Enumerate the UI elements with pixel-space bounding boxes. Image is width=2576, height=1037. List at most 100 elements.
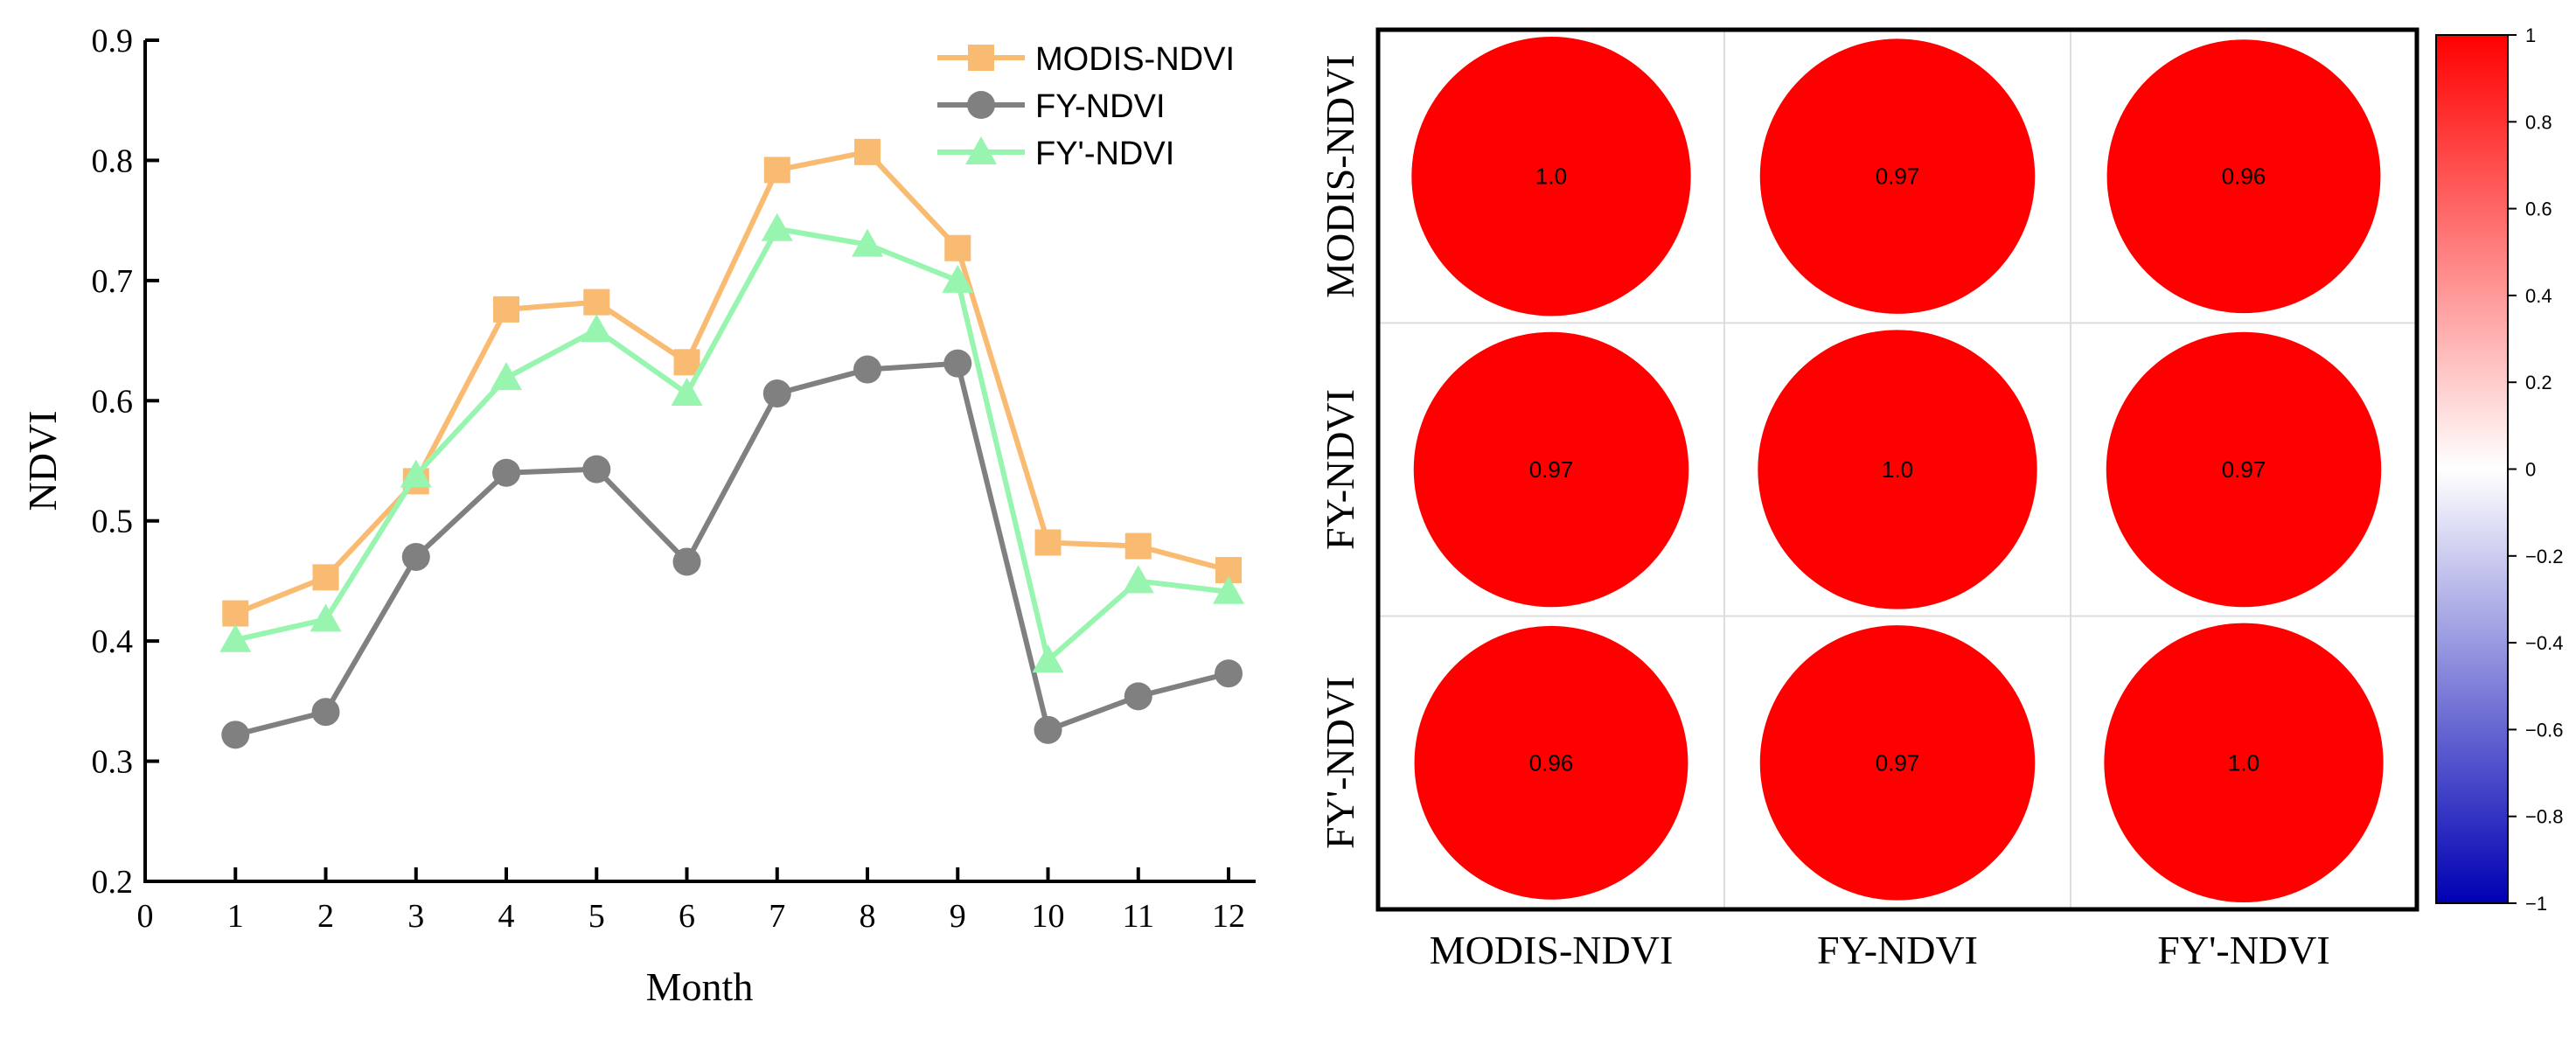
x-axis-label: Month <box>646 964 754 1009</box>
colorbar-ticks: 1 0.8 0.6 0.4 0.2 0 −0.2 −0.4 −0.6 −0.8 −1 <box>2508 24 2563 915</box>
correlation-value: 1.0 <box>1882 456 1913 483</box>
data-point-circle <box>1124 682 1152 711</box>
colorbar-tick-label: 0.6 <box>2525 198 2552 220</box>
legend-label-fy: FY-NDVI <box>1035 88 1166 125</box>
y-axis-label: NDVI <box>20 411 65 512</box>
x-tick-label: 5 <box>588 898 605 935</box>
correlation-circle <box>1758 330 2037 609</box>
data-point-triangle <box>1122 565 1154 594</box>
data-point-square <box>1124 532 1152 560</box>
y-tick-label: 0.5 <box>92 504 134 540</box>
colorbar-tick-label: −0.2 <box>2525 546 2563 567</box>
data-point-triangle <box>581 314 613 343</box>
data-point-triangle <box>310 603 342 632</box>
data-point-square <box>763 157 790 184</box>
correlation-circle <box>1411 37 1691 317</box>
y-ticks: 0.2 0.3 0.4 0.5 0.6 0.7 0.8 0.9 <box>92 23 159 901</box>
correlation-value: 1.0 <box>1535 164 1567 190</box>
data-point-circle <box>1034 715 1062 744</box>
data-point-circle <box>762 379 791 408</box>
data-point-square <box>854 138 881 165</box>
data-point-triangle <box>1213 575 1245 604</box>
data-point-circle <box>853 355 882 384</box>
line-chart: 0 1 2 3 4 5 6 7 8 9 10 11 12 0.20.30.40.50.60.70.80.… <box>20 23 1256 1009</box>
y-tick-label: 0.2 <box>92 864 134 901</box>
row-label: MODIS-NDVI <box>1318 54 1362 298</box>
data-point-circle <box>401 542 430 571</box>
correlation-circle <box>2106 39 2381 314</box>
correlation-value: 0.96 <box>2222 164 2266 190</box>
y-tick-label: 0.3 <box>92 744 134 781</box>
data-point-triangle <box>852 228 884 257</box>
correlation-circle <box>2104 623 2384 902</box>
correlation-value: 0.97 <box>1876 164 1920 190</box>
data-point-square <box>1034 529 1062 556</box>
correlation-circle <box>1759 38 2036 314</box>
colorbar-tick-label: −0.6 <box>2525 719 2563 741</box>
correlation-circle <box>1759 625 2036 901</box>
row-label: FY-NDVI <box>1318 389 1362 550</box>
y-tick-label: 0.8 <box>92 143 134 179</box>
correlation-value: 1.0 <box>2228 749 2259 776</box>
correlation-value: 0.96 <box>1529 749 1574 776</box>
data-point-square <box>222 600 249 627</box>
legend-marker-circle <box>967 91 995 119</box>
series-line <box>234 149 1229 616</box>
x-tick-label: 12 <box>1212 898 1245 935</box>
legend-item-modis: MODIS-NDVI <box>937 41 1235 78</box>
data-point-square <box>312 564 339 591</box>
data-point-circle <box>582 455 611 484</box>
y-tick-label: 0.6 <box>92 383 134 420</box>
data-point-circle <box>492 458 521 487</box>
data-point-triangle <box>400 459 432 488</box>
x-tick-label: 10 <box>1032 898 1065 935</box>
y-tick-label: 0.9 <box>92 23 134 59</box>
colorbar-tick-label: 0.8 <box>2525 111 2552 133</box>
x-tick-label: 4 <box>498 898 515 935</box>
data-point-square <box>583 289 610 316</box>
column-labels: MODIS-NDVI FY-NDVI FY'-NDVI <box>1430 928 2330 972</box>
data-point-circle <box>1215 659 1243 688</box>
series-layer <box>219 138 1245 749</box>
data-point-circle <box>672 547 701 576</box>
correlation-value: 0.97 <box>2222 456 2266 483</box>
column-label: MODIS-NDVI <box>1430 928 1674 972</box>
data-point-circle <box>311 698 340 727</box>
column-label: FY'-NDVI <box>2157 928 2329 972</box>
correlation-value: 0.97 <box>1876 749 1920 776</box>
x-tick-label: 2 <box>317 898 334 935</box>
series-line <box>234 360 1229 738</box>
colorbar-tick-label: −1 <box>2525 893 2547 915</box>
colorbar <box>2435 34 2509 904</box>
column-label: FY-NDVI <box>1817 928 1978 972</box>
x-tick-label: 0 <box>137 898 154 935</box>
colorbar-tick-label: 0 <box>2525 459 2536 481</box>
data-point-triangle <box>942 264 974 293</box>
correlation-circle <box>2106 331 2382 608</box>
colorbar-tick-label: −0.4 <box>2525 632 2563 654</box>
colorbar-tick-label: 0.2 <box>2525 372 2552 393</box>
legend: MODIS-NDVI FY-NDVI FY'-NDVI <box>937 41 1235 172</box>
colorbar-tick-label: −0.8 <box>2525 806 2563 828</box>
row-labels: MODIS-NDVI FY-NDVI FY'-NDVI <box>1318 54 1362 849</box>
data-point-circle <box>221 720 250 749</box>
x-tick-label: 11 <box>1122 898 1154 935</box>
legend-item-fyprime: FY'-NDVI <box>937 136 1174 172</box>
series-modisndvi <box>222 138 1243 627</box>
correlation-value: 0.97 <box>1529 456 1574 483</box>
x-tick-label: 6 <box>679 898 695 935</box>
series-line <box>234 226 1229 664</box>
data-point-square <box>944 234 971 261</box>
data-point-square <box>493 296 520 323</box>
legend-item-fy: FY-NDVI <box>937 88 1166 125</box>
colorbar-tick-label: 1 <box>2525 24 2536 46</box>
data-point-circle <box>943 349 972 378</box>
legend-label-modis: MODIS-NDVI <box>1035 41 1235 78</box>
colorbar-tick-label: 0.4 <box>2525 285 2552 307</box>
correlation-circle <box>1414 625 1688 900</box>
data-point-triangle <box>671 378 703 407</box>
data-point-triangle <box>491 362 523 391</box>
series-fyndvi <box>221 349 1243 749</box>
x-tick-label: 8 <box>860 898 876 935</box>
